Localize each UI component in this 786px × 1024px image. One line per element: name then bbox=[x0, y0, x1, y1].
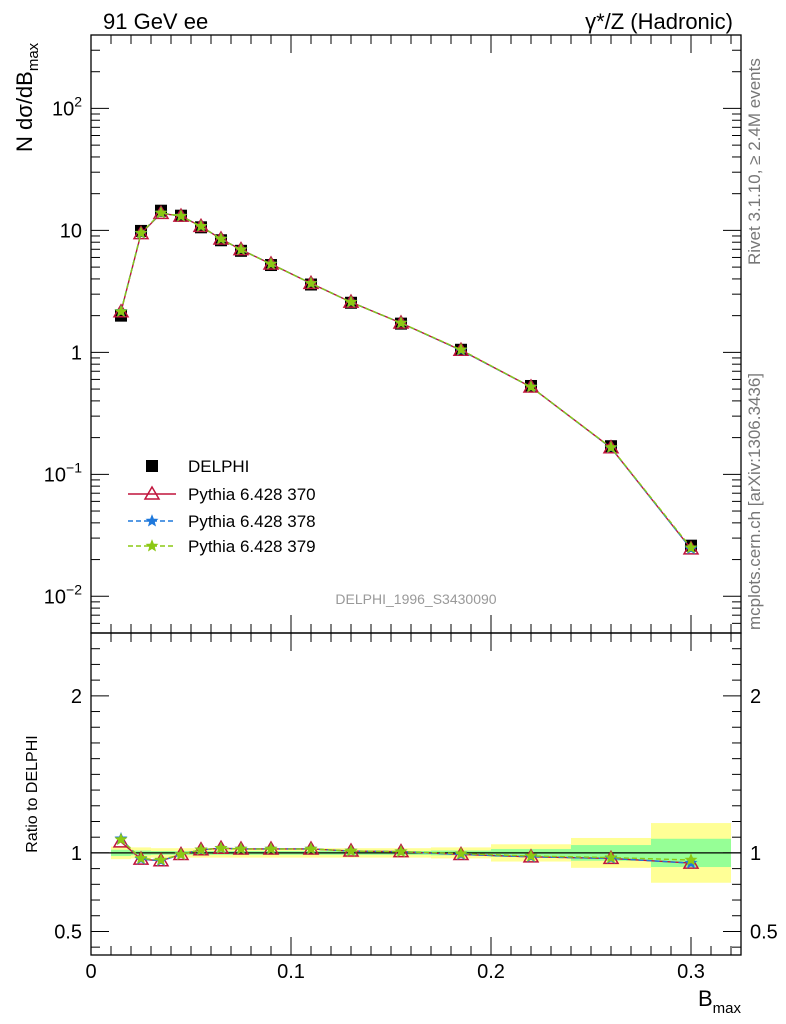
main-point-pythia-6-428-379 bbox=[524, 380, 538, 393]
x-axis-label-main: B bbox=[698, 986, 713, 1011]
x-tick-label: 0.1 bbox=[277, 961, 305, 983]
legend-label-pythia-6-428-379: Pythia 6.428 379 bbox=[188, 537, 316, 556]
main-point-pythia-6-428-379 bbox=[214, 232, 228, 245]
y-tick-label-exponent: 2 bbox=[74, 93, 82, 109]
header-left-text: 91 GeV ee bbox=[103, 9, 208, 34]
ratio-y-tick-label-left: 2 bbox=[71, 686, 82, 708]
ratio-point-pythia-6-428-379 bbox=[454, 846, 468, 860]
ratio-frame bbox=[90, 632, 742, 956]
x-axis-label: Bmax bbox=[698, 986, 742, 1017]
ratio-panel: 0 0.1 0.2 0.3 0.5 0.5 1 1 2 2 bbox=[54, 632, 778, 983]
y-tick-label-base: 10 bbox=[44, 464, 66, 486]
ratio-y-tick-label-right: 1 bbox=[750, 843, 761, 865]
ratio-point-pythia-6-428-379 bbox=[194, 842, 208, 856]
main-point-pythia-6-428-379 bbox=[604, 440, 618, 453]
ratio-point-pythia-6-428-379 bbox=[304, 842, 318, 855]
main-point-pythia-6-428-379 bbox=[234, 242, 248, 256]
ratio-point-pythia-6-428-379 bbox=[134, 851, 148, 864]
x-axis-label-sub: max bbox=[713, 1000, 742, 1017]
main-point-pythia-6-428-379 bbox=[264, 257, 278, 270]
ratio-point-pythia-6-428-370 bbox=[112, 833, 130, 848]
y-tick-label: 1 bbox=[71, 342, 82, 364]
ratio-point-pythia-6-428-379 bbox=[214, 841, 228, 854]
ratio-point-pythia-6-428-379 bbox=[604, 850, 618, 864]
ratio-point-pythia-6-428-379 bbox=[174, 847, 188, 860]
legend: DELPHI Pythia 6.428 370 Pythia 6.428 378 Py… bbox=[128, 457, 316, 556]
legend-label-pythia-6-428-378: Pythia 6.428 378 bbox=[188, 512, 316, 531]
rivet-version-label: Rivet 3.1.10, ≥ 2.4M events bbox=[745, 58, 764, 265]
ratio-point-pythia-6-428-379 bbox=[264, 842, 278, 855]
ratio-point-pythia-6-428-379 bbox=[524, 849, 538, 862]
main-point-pythia-6-428-379 bbox=[684, 540, 698, 554]
y-tick-label-base: 1 bbox=[71, 342, 82, 364]
ratio-point-pythia-6-428-379 bbox=[344, 844, 358, 857]
y-tick-label: 10−1 bbox=[44, 459, 82, 486]
y-tick-label-base: 10 bbox=[52, 98, 74, 120]
legend-marker-pythia-6-428-379 bbox=[145, 539, 159, 552]
y-tick-label-exponent: −1 bbox=[66, 459, 82, 475]
ratio-point-pythia-6-428-379 bbox=[114, 832, 128, 846]
main-point-pythia-6-428-379 bbox=[304, 276, 318, 289]
y-tick-label-exponent: −2 bbox=[66, 581, 82, 597]
main-point-pythia-6-428-379 bbox=[114, 304, 128, 318]
main-y-axis-label-sub: max bbox=[25, 42, 42, 71]
ratio-point-pythia-6-428-379 bbox=[394, 844, 408, 858]
main-y-axis-label: N dσ/dBmax bbox=[12, 42, 42, 152]
ratio-line-pythia-6-428-379 bbox=[120, 839, 692, 861]
header-right-text: γ*/Z (Hadronic) bbox=[585, 9, 733, 34]
main-point-pythia-6-428-379 bbox=[194, 219, 208, 232]
ratio-point-pythia-6-428-379 bbox=[234, 842, 248, 855]
y-tick-label-base: 10 bbox=[60, 220, 82, 242]
legend-marker-pythia-6-428-378 bbox=[145, 514, 159, 527]
main-y-axis-label-main: N dσ/dB bbox=[12, 71, 37, 152]
x-tick-label: 0.2 bbox=[477, 961, 505, 983]
main-point-pythia-6-428-379 bbox=[394, 316, 408, 329]
y-tick-label-base: 10 bbox=[44, 586, 66, 608]
ratio-y-tick-label-left: 1 bbox=[71, 843, 82, 865]
ratio-y-tick-label-left: 0.5 bbox=[54, 921, 82, 943]
legend-marker-pythia-6-428-370 bbox=[143, 485, 161, 500]
y-tick-label: 102 bbox=[52, 93, 82, 120]
main-line-pythia-6-428-379 bbox=[120, 212, 692, 549]
legend-label-delphi: DELPHI bbox=[188, 457, 249, 476]
ratio-y-axis-label: Ratio to DELPHI bbox=[24, 735, 41, 852]
mcplots-label: mcplots.cern.ch [arXiv:1306.3436] bbox=[745, 372, 764, 630]
ratio-y-tick-label-right: 0.5 bbox=[750, 921, 778, 943]
ratio-y-tick-label-right: 2 bbox=[750, 686, 761, 708]
main-point-delphi bbox=[115, 309, 127, 322]
ratio-point-pythia-6-428-379 bbox=[154, 853, 168, 866]
main-point-pythia-6-428-379 bbox=[154, 206, 168, 219]
main-point-pythia-6-428-379 bbox=[134, 226, 148, 239]
ratio-point-pythia-6-428-379 bbox=[684, 853, 698, 866]
y-tick-label: 10−2 bbox=[44, 581, 82, 608]
x-tick-label: 0.3 bbox=[677, 961, 705, 983]
y-tick-label: 10 bbox=[60, 220, 82, 242]
analysis-watermark: DELPHI_1996_S3430090 bbox=[335, 591, 496, 607]
main-point-pythia-6-428-379 bbox=[174, 209, 188, 222]
x-tick-label: 0 bbox=[85, 961, 96, 983]
legend-label-pythia-6-428-370: Pythia 6.428 370 bbox=[188, 485, 316, 504]
main-point-pythia-6-428-379 bbox=[344, 295, 358, 308]
main-point-pythia-6-428-379 bbox=[454, 342, 468, 356]
main-panel: 10−210−1110102DELPHI_1996_S3430090DELPHI… bbox=[44, 34, 742, 634]
legend-marker-delphi bbox=[146, 460, 158, 472]
